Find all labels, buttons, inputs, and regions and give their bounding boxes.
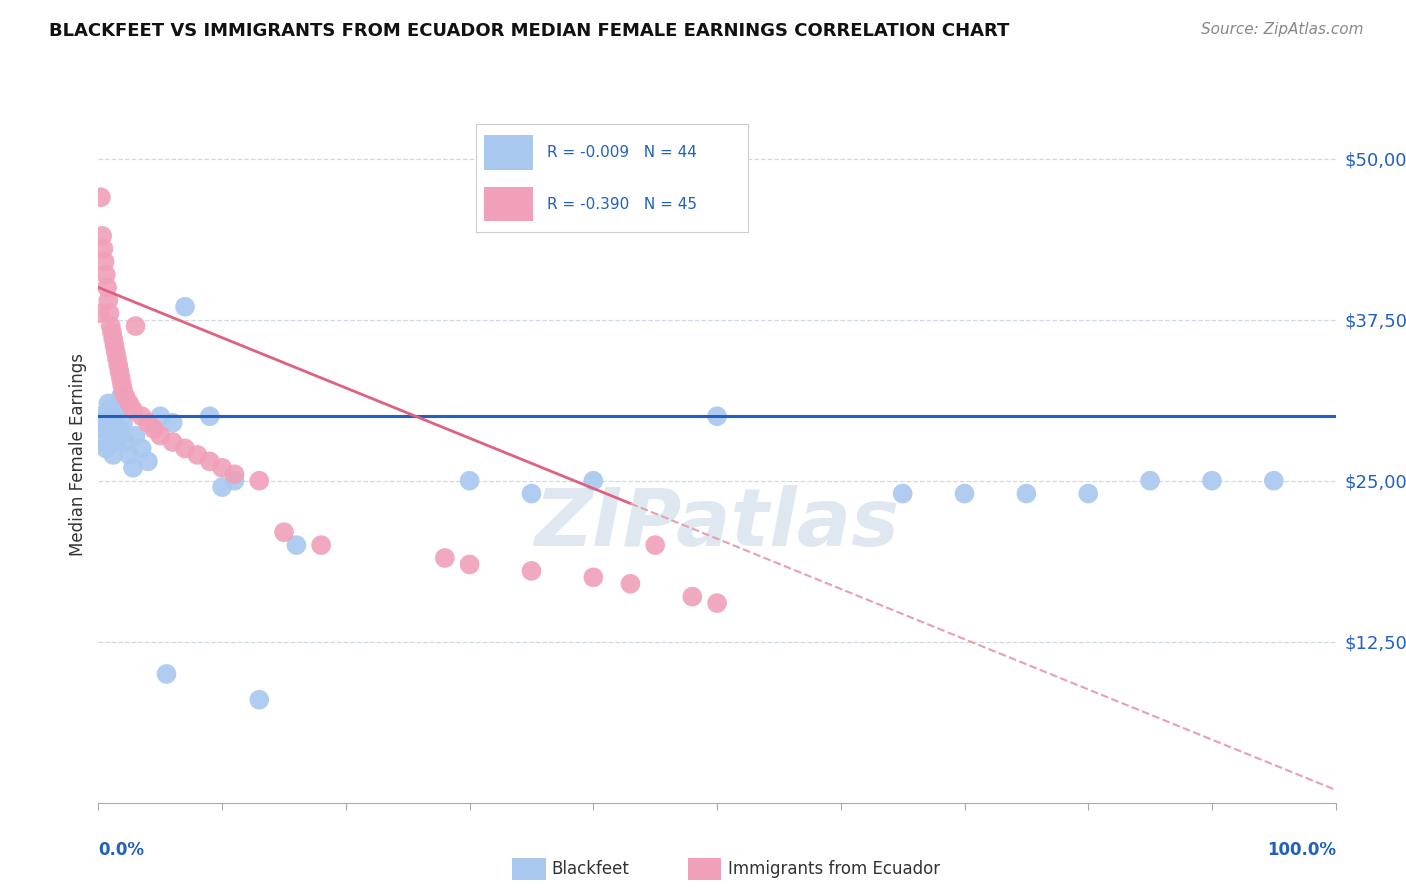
Point: [1077, 486, 1099, 500]
Point: [118, 448, 141, 462]
Point: [131, 409, 153, 424]
Point: [112, 416, 135, 430]
Point: [101, 326, 124, 340]
Point: [211, 480, 233, 494]
Point: [89, 306, 111, 320]
Point: [458, 558, 481, 572]
Point: [136, 454, 159, 468]
Point: [162, 435, 184, 450]
Point: [103, 332, 125, 346]
Point: [93, 242, 115, 256]
Point: [1263, 474, 1285, 488]
Point: [98, 402, 121, 417]
Point: [90, 190, 112, 204]
Point: [582, 474, 605, 488]
Point: [103, 338, 125, 352]
Point: [162, 416, 184, 430]
Point: [94, 442, 117, 456]
Text: 100.0%: 100.0%: [1267, 841, 1336, 859]
Point: [96, 409, 118, 424]
Point: [111, 377, 134, 392]
Point: [104, 422, 127, 436]
Point: [107, 402, 129, 417]
Point: [149, 428, 172, 442]
Text: 0.0%: 0.0%: [98, 841, 145, 859]
Point: [112, 384, 135, 398]
Point: [100, 319, 122, 334]
Point: [94, 268, 117, 282]
Point: [96, 280, 118, 294]
Point: [619, 576, 641, 591]
Point: [100, 416, 122, 430]
Text: Immigrants from Ecuador: Immigrants from Ecuador: [728, 860, 941, 878]
Text: BLACKFEET VS IMMIGRANTS FROM ECUADOR MEDIAN FEMALE EARNINGS CORRELATION CHART: BLACKFEET VS IMMIGRANTS FROM ECUADOR MED…: [49, 22, 1010, 40]
Point: [122, 460, 145, 475]
Point: [1015, 486, 1038, 500]
Point: [582, 570, 605, 584]
Point: [224, 467, 246, 482]
Point: [247, 474, 270, 488]
Point: [110, 370, 132, 384]
Point: [155, 667, 177, 681]
Text: Blackfeet: Blackfeet: [551, 860, 628, 878]
Point: [211, 460, 233, 475]
Point: [124, 319, 146, 334]
Point: [309, 538, 332, 552]
Point: [433, 551, 456, 566]
Point: [891, 486, 914, 500]
Point: [118, 396, 141, 410]
Point: [198, 409, 221, 424]
Point: [98, 306, 121, 320]
Point: [91, 228, 114, 243]
Point: [520, 564, 543, 578]
Point: [953, 486, 976, 500]
Point: [101, 428, 124, 442]
Point: [520, 486, 543, 500]
Text: Source: ZipAtlas.com: Source: ZipAtlas.com: [1201, 22, 1364, 37]
Point: [706, 409, 728, 424]
Point: [186, 448, 208, 462]
Point: [93, 422, 115, 436]
Point: [97, 293, 120, 308]
Point: [224, 474, 246, 488]
Point: [124, 428, 146, 442]
Point: [104, 344, 127, 359]
Point: [93, 435, 115, 450]
Point: [91, 416, 114, 430]
Point: [108, 364, 131, 378]
Point: [174, 442, 197, 456]
Point: [97, 396, 120, 410]
Point: [110, 390, 132, 404]
Point: [149, 409, 172, 424]
Point: [122, 402, 145, 417]
Point: [247, 692, 270, 706]
Point: [706, 596, 728, 610]
Point: [285, 538, 308, 552]
Point: [108, 422, 131, 436]
Y-axis label: Median Female Earnings: Median Female Earnings: [69, 353, 87, 557]
Point: [114, 390, 136, 404]
Point: [1201, 474, 1223, 488]
Point: [107, 358, 129, 372]
Point: [644, 538, 666, 552]
Point: [136, 416, 159, 430]
Point: [93, 254, 115, 268]
Point: [143, 422, 166, 436]
Point: [105, 435, 128, 450]
Point: [273, 525, 295, 540]
Point: [131, 442, 153, 456]
Point: [114, 435, 136, 450]
Point: [198, 454, 221, 468]
Point: [105, 351, 128, 366]
Point: [103, 448, 125, 462]
Point: [103, 409, 125, 424]
Point: [681, 590, 703, 604]
Point: [1139, 474, 1161, 488]
Point: [90, 409, 112, 424]
Point: [458, 474, 481, 488]
Text: ZIPatlas: ZIPatlas: [534, 485, 900, 564]
Point: [174, 300, 197, 314]
